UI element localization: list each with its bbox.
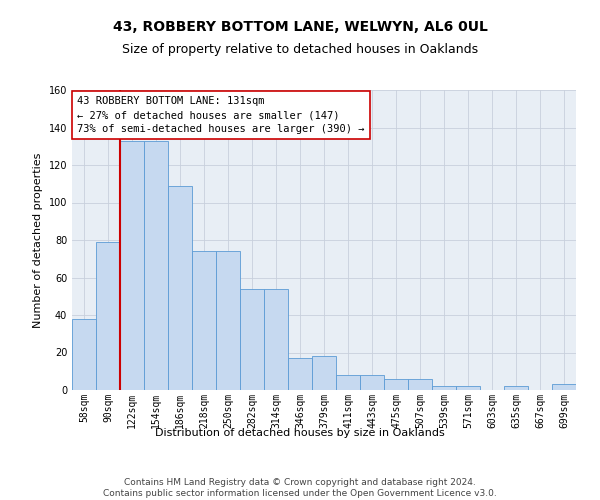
Text: 43, ROBBERY BOTTOM LANE, WELWYN, AL6 0UL: 43, ROBBERY BOTTOM LANE, WELWYN, AL6 0UL [113,20,487,34]
Bar [168,186,192,390]
Bar [72,319,96,390]
Bar [456,386,480,390]
Text: 43 ROBBERY BOTTOM LANE: 131sqm
← 27% of detached houses are smaller (147)
73% of: 43 ROBBERY BOTTOM LANE: 131sqm ← 27% of … [77,96,365,134]
Bar [384,379,408,390]
Bar [336,375,360,390]
Bar [504,386,528,390]
Bar [264,289,288,390]
Bar [408,379,432,390]
Bar [96,242,120,390]
Text: Distribution of detached houses by size in Oaklands: Distribution of detached houses by size … [155,428,445,438]
Bar [144,140,168,390]
Bar [312,356,336,390]
Bar [240,289,264,390]
Bar [192,251,216,390]
Text: Contains HM Land Registry data © Crown copyright and database right 2024.
Contai: Contains HM Land Registry data © Crown c… [103,478,497,498]
Bar [360,375,384,390]
Text: Size of property relative to detached houses in Oaklands: Size of property relative to detached ho… [122,42,478,56]
Bar [120,140,144,390]
Y-axis label: Number of detached properties: Number of detached properties [33,152,43,328]
Bar [432,386,456,390]
Bar [288,358,312,390]
Bar [216,251,240,390]
Bar [552,384,576,390]
